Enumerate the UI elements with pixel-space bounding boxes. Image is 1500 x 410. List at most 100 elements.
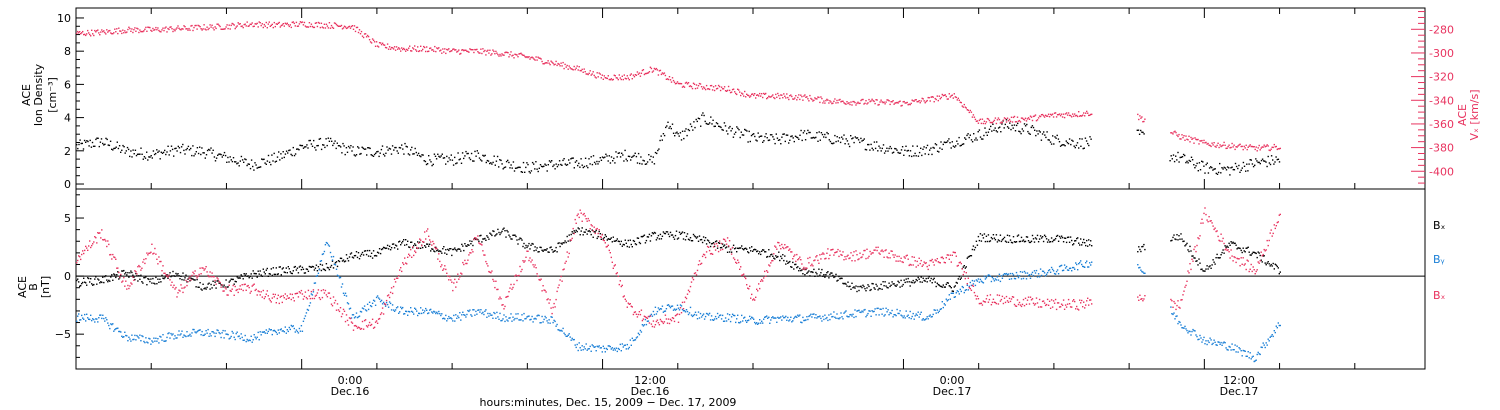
vx-point bbox=[961, 105, 963, 107]
density-point bbox=[265, 163, 267, 165]
vx-point bbox=[941, 93, 943, 96]
bz-point bbox=[233, 294, 235, 296]
bx-point bbox=[1180, 233, 1182, 235]
by-point bbox=[542, 321, 544, 323]
density-point bbox=[533, 163, 535, 165]
vx-point bbox=[330, 24, 333, 27]
bx-point bbox=[403, 239, 405, 241]
by-point bbox=[579, 347, 581, 349]
bx-point bbox=[101, 281, 103, 284]
bz-point bbox=[156, 258, 158, 260]
bx-point bbox=[855, 285, 857, 287]
by-point bbox=[82, 317, 84, 319]
bx-point bbox=[1058, 235, 1061, 238]
bz-point bbox=[300, 289, 303, 292]
density-point bbox=[1240, 169, 1242, 171]
density-point bbox=[626, 160, 628, 162]
by-point bbox=[720, 318, 723, 320]
by-point bbox=[708, 312, 711, 315]
by-point bbox=[872, 311, 874, 313]
by-point bbox=[1255, 359, 1257, 361]
bx-point bbox=[487, 236, 489, 238]
by-point bbox=[738, 321, 740, 324]
bx-point bbox=[636, 237, 639, 239]
density-point bbox=[810, 137, 812, 139]
density-point bbox=[1078, 147, 1080, 149]
vx-point bbox=[1065, 112, 1068, 114]
by-point bbox=[349, 307, 352, 309]
by-point bbox=[328, 245, 331, 247]
bx-point bbox=[1241, 251, 1243, 254]
bx-point bbox=[669, 231, 672, 234]
by-point bbox=[343, 294, 346, 296]
density-point bbox=[844, 143, 846, 145]
by-point bbox=[963, 291, 965, 294]
vx-point bbox=[121, 32, 123, 35]
vx-point bbox=[177, 25, 179, 27]
vx-point bbox=[695, 84, 698, 86]
vx-point bbox=[1037, 117, 1040, 119]
vx-point bbox=[327, 27, 330, 29]
vx-point bbox=[292, 21, 294, 23]
density-point bbox=[1232, 168, 1234, 171]
bx-point bbox=[276, 273, 278, 276]
bx-point bbox=[174, 275, 176, 277]
density-point bbox=[931, 153, 933, 156]
density-point bbox=[724, 125, 727, 127]
by-point bbox=[774, 317, 776, 319]
density-point bbox=[406, 146, 408, 148]
vx-point bbox=[786, 93, 788, 95]
vx-point bbox=[457, 50, 459, 53]
bx-point bbox=[652, 233, 655, 235]
vx-point bbox=[880, 99, 882, 101]
bx-point bbox=[876, 285, 878, 287]
bz-point bbox=[359, 328, 362, 330]
vx-point bbox=[159, 30, 161, 33]
vx-point bbox=[791, 95, 793, 98]
vx-point bbox=[868, 98, 870, 101]
density-point bbox=[587, 166, 589, 169]
bx-point bbox=[151, 282, 153, 284]
vx-point bbox=[451, 50, 453, 52]
by-point bbox=[165, 340, 167, 342]
bx-point bbox=[547, 251, 549, 253]
density-point bbox=[817, 140, 819, 142]
density-point bbox=[924, 153, 926, 155]
density-point bbox=[1248, 163, 1250, 165]
by-point bbox=[195, 332, 197, 334]
by-point bbox=[627, 348, 629, 350]
density-point bbox=[798, 138, 800, 140]
bx-point bbox=[505, 236, 507, 238]
by-point bbox=[123, 336, 125, 338]
by-point bbox=[221, 332, 223, 334]
bx-point bbox=[709, 245, 712, 248]
bx-point bbox=[1088, 239, 1090, 241]
bx-point bbox=[1170, 240, 1172, 242]
bx-point bbox=[587, 230, 589, 232]
by-point bbox=[1138, 267, 1140, 269]
bx-point bbox=[360, 253, 363, 255]
bx-point bbox=[1014, 241, 1017, 243]
bx-point bbox=[895, 285, 897, 287]
density-point bbox=[765, 133, 767, 135]
bx-point bbox=[519, 237, 521, 239]
bx-point bbox=[843, 283, 845, 285]
density-point bbox=[380, 148, 383, 151]
vx-point bbox=[621, 75, 623, 77]
density-point bbox=[566, 163, 569, 166]
bx-point bbox=[215, 287, 217, 289]
vx-point bbox=[321, 26, 324, 28]
vx-point bbox=[903, 100, 905, 103]
bx-point bbox=[983, 233, 986, 235]
bx-point bbox=[160, 281, 162, 283]
bx-point bbox=[1253, 251, 1255, 254]
density-point bbox=[1062, 144, 1064, 146]
by-point bbox=[999, 280, 1002, 283]
by-point bbox=[1207, 340, 1209, 342]
by-point bbox=[450, 317, 452, 319]
bz-point bbox=[532, 264, 534, 266]
by-point bbox=[1188, 330, 1190, 332]
density-point bbox=[508, 161, 510, 164]
density-point bbox=[729, 125, 731, 128]
by-point bbox=[679, 304, 682, 306]
